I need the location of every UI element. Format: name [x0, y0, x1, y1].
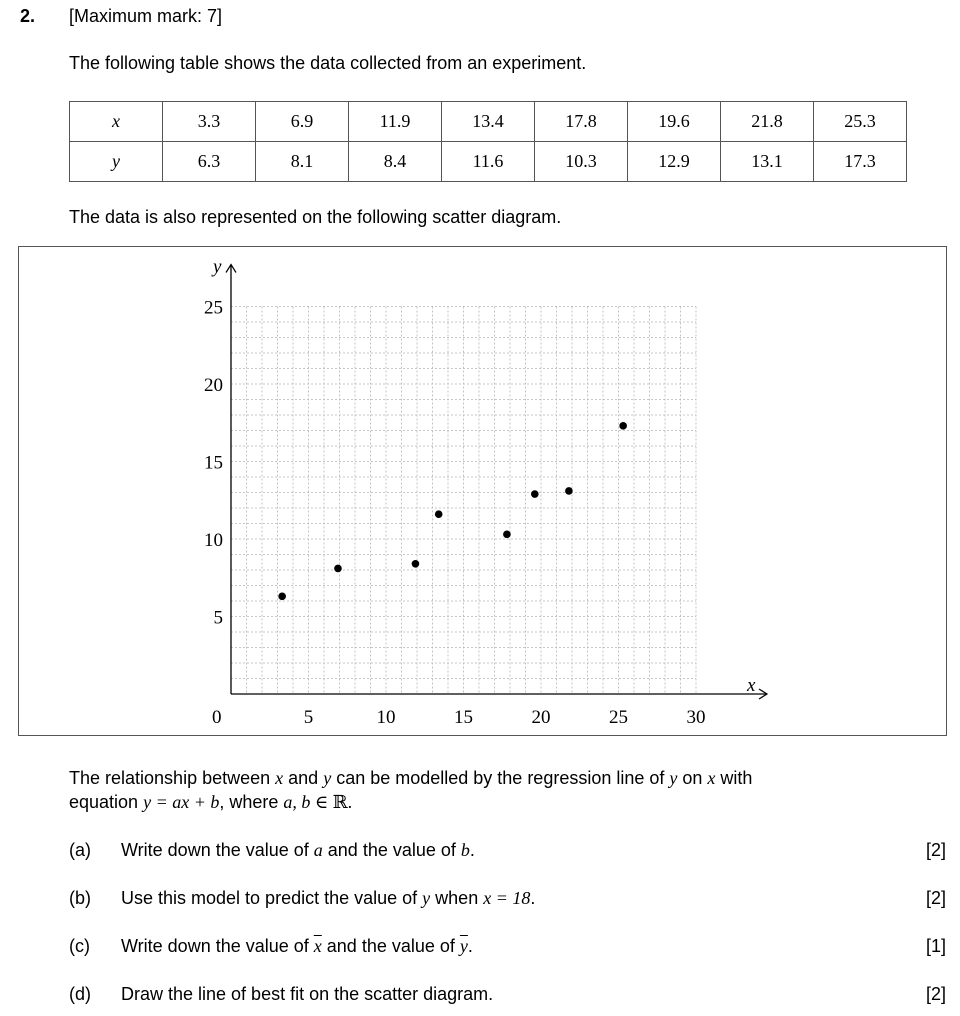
part-a-text-2: and the value of [322, 840, 461, 860]
table-intro-text: The following table shows the data colle… [69, 53, 587, 73]
origin-label: 0 [212, 707, 222, 728]
y-tick-label: 10 [204, 530, 223, 551]
y-axis-arrow-icon [225, 263, 237, 273]
relation-text-8: ∈ ℝ. [310, 792, 353, 812]
x-tick-label: 30 [687, 707, 706, 728]
data-point [334, 564, 342, 573]
table-cell-y-7: 17.3 [813, 141, 907, 182]
table-cell-x-3: 13.4 [441, 101, 535, 142]
table-cell-x-2: 11.9 [348, 101, 442, 142]
data-point [503, 530, 511, 539]
table-cell-x-5: 19.6 [627, 101, 721, 142]
data-point [434, 510, 443, 518]
x-tick-label: 10 [377, 707, 396, 728]
relation-text-7: , where [219, 792, 284, 812]
part-a-text-1: Write down the value of [121, 840, 314, 860]
data-point [411, 560, 420, 568]
table-cell-x-4: 17.8 [534, 101, 628, 142]
y-tick-label: 5 [214, 608, 224, 629]
part-c-marks: [1] [925, 936, 946, 956]
part-c-text-3: . [467, 936, 473, 956]
part-b-text-1: Use this model to predict the value of [121, 888, 423, 908]
part-d-marks: [2] [925, 984, 946, 1004]
scatter-diagram-frame: x y 0 5 10 15 20 25 30 5 10 15 20 25 [18, 246, 947, 736]
table-cell-x-0: 3.3 [162, 101, 256, 142]
data-point [619, 422, 627, 430]
part-b-label: (b) [69, 888, 91, 908]
x-tick-label: 20 [532, 707, 551, 728]
y-tick-label: 20 [204, 375, 223, 396]
part-a-label: (a) [69, 840, 91, 860]
data-point [565, 487, 573, 495]
regression-equation: y = ax + b [143, 792, 220, 812]
scatter-diagram: x y 0 5 10 15 20 25 30 5 10 15 20 25 [204, 257, 769, 728]
part-b-condition: x = 18 [483, 888, 531, 908]
table-cell-y-0: 6.3 [162, 141, 256, 182]
data-point [278, 592, 286, 601]
relation-text-1: The relationship between [69, 768, 276, 788]
part-c-text-1: Write down the value of [121, 936, 314, 956]
table-cell-x-7: 25.3 [813, 101, 907, 142]
x-axis-arrow-icon [758, 688, 769, 700]
part-a-var-b: b [460, 840, 470, 860]
relation-var-y: y [323, 768, 332, 788]
y-tick-label: 25 [204, 298, 223, 319]
part-c-text-2: and the value of [321, 936, 460, 956]
max-mark: [Maximum mark: 7] [69, 6, 223, 26]
regression-description: The relationship between x and y can be … [69, 766, 889, 814]
relation-text-3: can be modelled by the regression line o… [331, 768, 670, 788]
table-row-x: x 3.3 6.9 11.9 13.4 17.8 19.6 21.8 25.3 [69, 101, 907, 142]
relation-var-x2: x [707, 768, 716, 788]
part-c-label: (c) [69, 936, 90, 956]
relation-text-6: equation [69, 792, 144, 812]
part-a-text: Write down the value of a and the value … [121, 840, 475, 861]
table-cell-y-5: 12.9 [627, 141, 721, 182]
x-tick-label: 25 [609, 707, 628, 728]
row-label-y: y [69, 141, 163, 182]
data-point [531, 490, 539, 498]
table-cell-y-4: 10.3 [534, 141, 628, 182]
table-cell-y-6: 13.1 [720, 141, 814, 182]
relation-text-4: on [677, 768, 708, 788]
relation-text-2: and [283, 768, 324, 788]
x-tick-label: 15 [454, 707, 473, 728]
table-row-y: y 6.3 8.1 8.4 11.6 10.3 12.9 13.1 17.3 [69, 141, 907, 182]
table-cell-y-3: 11.6 [441, 141, 535, 182]
part-b-text: Use this model to predict the value of y… [121, 888, 535, 909]
table-cell-x-6: 21.8 [720, 101, 814, 142]
y-tick-label: 15 [204, 453, 223, 474]
relation-var-x: x [275, 768, 284, 788]
row-label-x: x [69, 101, 163, 142]
part-c-x-bar: x [313, 936, 322, 956]
part-b-var-y: y [422, 888, 431, 908]
question-number: 2. [20, 6, 36, 26]
table-cell-x-1: 6.9 [255, 101, 349, 142]
part-b-text-3: . [530, 888, 536, 908]
y-axis-label: y [211, 257, 222, 278]
table-cell-y-1: 8.1 [255, 141, 349, 182]
scatter-intro-text: The data is also represented on the foll… [69, 207, 562, 227]
part-b-text-2: when [430, 888, 484, 908]
part-c-y-bar: y [459, 936, 468, 956]
part-a-text-3: . [469, 840, 475, 860]
x-axis-label: x [746, 675, 756, 696]
part-a-marks: [2] [925, 840, 946, 860]
relation-text-5: with [715, 768, 753, 788]
relation-var-y2: y [669, 768, 678, 788]
part-c-text: Write down the value of x and the value … [121, 936, 473, 957]
data-table: x 3.3 6.9 11.9 13.4 17.8 19.6 21.8 25.3 y 6.3 8.… [69, 101, 907, 182]
part-b-marks: [2] [925, 888, 946, 908]
table-cell-y-2: 8.4 [348, 141, 442, 182]
relation-params: a, b [283, 792, 311, 812]
part-d-text: Draw the line of best fit on the scatter… [121, 984, 494, 1004]
part-a-var-a: a [313, 840, 323, 860]
x-tick-label: 5 [304, 707, 314, 728]
part-d-label: (d) [69, 984, 91, 1004]
